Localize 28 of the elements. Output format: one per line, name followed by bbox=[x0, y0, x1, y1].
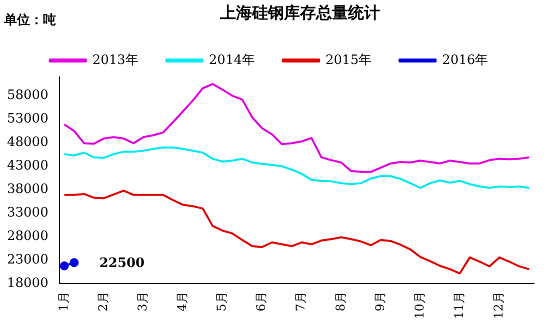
legend-label: 2015年 bbox=[326, 52, 372, 68]
legend-label: 2016年 bbox=[442, 52, 488, 68]
y-tick-label: 33000 bbox=[6, 206, 48, 221]
x-tick-label: 9月 bbox=[372, 292, 387, 312]
y-tick-label: 43000 bbox=[6, 158, 48, 174]
y-tick-label: 53000 bbox=[6, 112, 48, 127]
x-tick-label: 6月 bbox=[254, 292, 268, 312]
x-tick-label: 10月 bbox=[412, 292, 426, 320]
x-tick-label: 12月 bbox=[492, 292, 506, 320]
y-tick-label: 48000 bbox=[6, 135, 48, 150]
x-tick-label: 11月 bbox=[452, 292, 466, 320]
y-tick-label: 23000 bbox=[6, 252, 48, 268]
annotation: 22500 bbox=[99, 256, 145, 272]
x-tick-label: 3月 bbox=[136, 292, 150, 312]
x-tick-label: 4月 bbox=[175, 292, 190, 312]
x-tick-label: 8月 bbox=[333, 292, 348, 312]
x-tick-label: 1月 bbox=[56, 292, 70, 312]
legend-label: 2013年 bbox=[92, 52, 138, 68]
chart-title: 上海硅钢库存总量统计 bbox=[219, 3, 380, 22]
legend-label: 2014年 bbox=[208, 52, 256, 68]
x-tick-label: 2月 bbox=[96, 292, 110, 312]
y-tick-label: 18000 bbox=[6, 276, 48, 292]
y-tick-label: 28000 bbox=[6, 229, 48, 244]
y-axis-title: 单位：吨 bbox=[3, 12, 56, 28]
y-tick-label: 58000 bbox=[6, 88, 48, 104]
x-tick-label: 5月 bbox=[214, 292, 229, 312]
x-tick-label: 7月 bbox=[294, 292, 308, 312]
y-tick-label: 38000 bbox=[6, 182, 48, 198]
